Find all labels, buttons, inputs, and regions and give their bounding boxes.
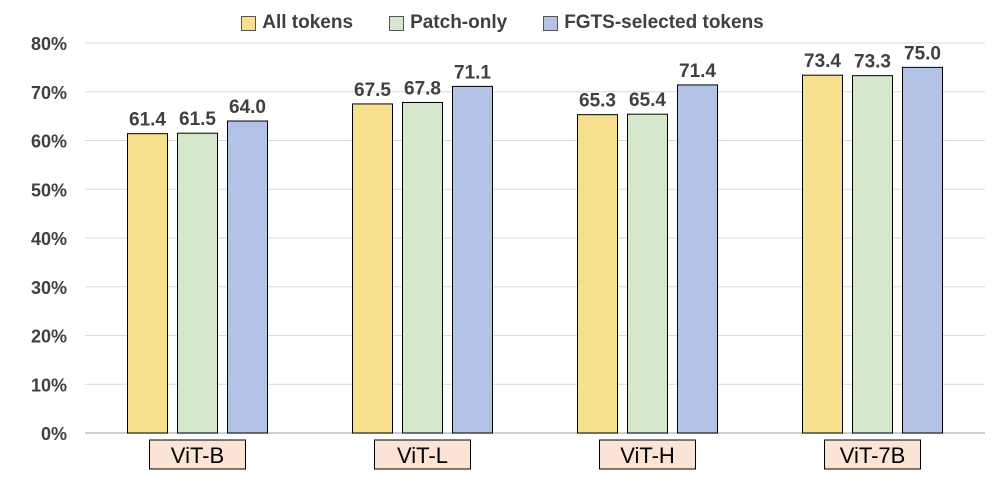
data-label: 71.1 bbox=[454, 62, 491, 83]
legend-swatch-patch-only bbox=[389, 15, 405, 31]
y-tick-label: 60% bbox=[31, 132, 67, 152]
bar bbox=[177, 132, 218, 434]
data-label: 65.3 bbox=[579, 91, 616, 112]
legend-label-fgts-selected: FGTS-selected tokens bbox=[564, 12, 764, 33]
data-label: 67.8 bbox=[404, 78, 441, 99]
legend-label-patch-only: Patch-only bbox=[410, 12, 508, 33]
bar bbox=[352, 103, 393, 434]
x-tick-label: ViT-B bbox=[171, 443, 224, 468]
x-tick-label: ViT-7B bbox=[840, 443, 906, 468]
data-label: 67.5 bbox=[354, 80, 391, 101]
data-label: 75.0 bbox=[904, 43, 941, 64]
y-tick-label: 50% bbox=[31, 180, 67, 200]
bar bbox=[402, 101, 443, 434]
category-label-box bbox=[599, 439, 696, 470]
bar bbox=[677, 84, 718, 434]
legend-item-fgts-selected: FGTS-selected tokens bbox=[535, 12, 764, 34]
bar bbox=[852, 75, 893, 434]
x-tick-label: ViT-H bbox=[620, 443, 675, 468]
data-label: 73.4 bbox=[804, 51, 841, 72]
category-label-box bbox=[824, 439, 921, 470]
y-tick-label: 30% bbox=[31, 278, 67, 298]
y-tick-label: 40% bbox=[31, 229, 67, 249]
legend-item-patch-only: Patch-only bbox=[381, 12, 507, 34]
bar bbox=[227, 120, 268, 434]
legend-item-all-tokens: All tokens bbox=[233, 12, 353, 34]
category-label-box bbox=[374, 439, 471, 470]
category-label-box bbox=[149, 439, 246, 470]
data-label: 65.4 bbox=[629, 90, 666, 111]
legend-swatch-fgts-selected bbox=[543, 15, 559, 31]
legend: All tokens Patch-only FGTS-selected toke… bbox=[0, 12, 997, 34]
data-label: 64.0 bbox=[229, 97, 266, 118]
data-label: 61.5 bbox=[179, 109, 216, 130]
bar bbox=[127, 133, 168, 434]
bar bbox=[577, 114, 618, 434]
bar bbox=[902, 66, 943, 434]
x-tick-label: ViT-L bbox=[397, 443, 448, 468]
legend-swatch-all-tokens bbox=[241, 15, 257, 31]
bar bbox=[452, 85, 493, 434]
y-tick-label: 10% bbox=[31, 375, 67, 395]
data-label: 61.4 bbox=[129, 110, 166, 131]
legend-label-all-tokens: All tokens bbox=[262, 12, 354, 33]
y-tick-label: 0% bbox=[41, 424, 67, 444]
data-label: 73.3 bbox=[854, 52, 891, 73]
y-tick-label: 20% bbox=[31, 327, 67, 347]
bar bbox=[627, 113, 668, 434]
y-tick-label: 70% bbox=[31, 83, 67, 103]
y-tick-label: 80% bbox=[31, 34, 67, 54]
data-label: 71.4 bbox=[679, 61, 716, 82]
bar bbox=[802, 74, 843, 434]
